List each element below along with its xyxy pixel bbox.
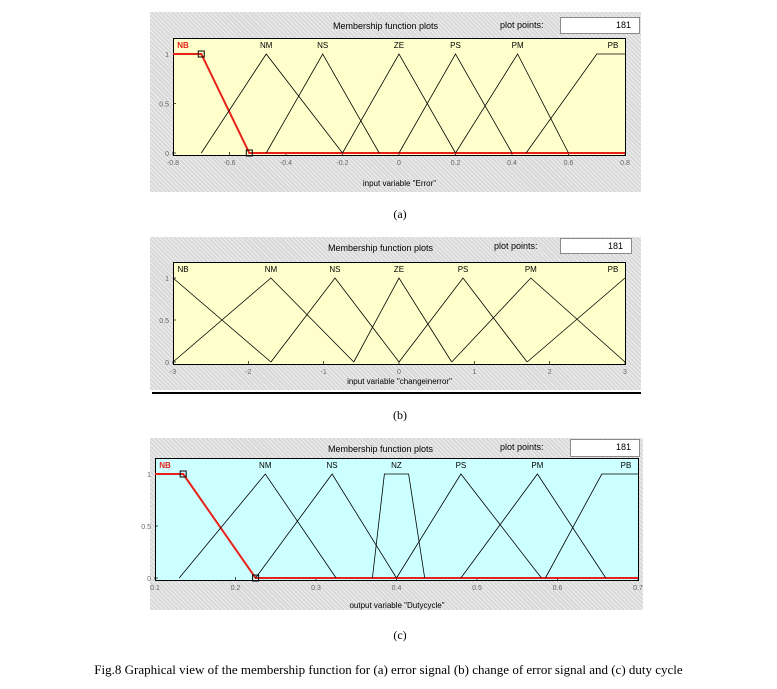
mf-curve-ze[interactable] xyxy=(342,53,456,154)
x-axis-label: input variable "Error" xyxy=(362,179,437,188)
mf-curve-nm[interactable] xyxy=(178,473,337,579)
mf-curve-ps[interactable] xyxy=(398,277,528,363)
mf-curve-ns[interactable] xyxy=(270,277,400,363)
plot-area[interactable] xyxy=(155,458,639,581)
mf-label: PS xyxy=(458,265,469,274)
mf-label: NM xyxy=(265,265,278,274)
y-tick-label: 0.5 xyxy=(159,318,169,325)
mf-label: PM xyxy=(525,265,537,274)
mf-label: PM xyxy=(531,461,543,470)
plot-points-input[interactable]: 181 xyxy=(560,238,632,254)
x-tick-label: 0.7 xyxy=(633,585,643,592)
panel-title: Membership function plots xyxy=(333,21,439,31)
mf-curve-pm[interactable] xyxy=(455,53,569,154)
mf-label: NZ xyxy=(391,461,402,470)
x-tick-label: -3 xyxy=(170,369,176,376)
plot-points-input[interactable]: 181 xyxy=(560,17,640,34)
x-tick-label: -0.2 xyxy=(336,160,348,167)
mf-label: PB xyxy=(608,265,619,274)
panel-title: Membership function plots xyxy=(328,444,434,454)
mf-label: NM xyxy=(259,461,272,470)
curve-handle[interactable] xyxy=(197,50,205,58)
curve-handle[interactable] xyxy=(252,574,260,582)
subfigure-caption-c: (c) xyxy=(393,628,407,642)
mf-label: PB xyxy=(608,41,619,50)
mf-curve-ze[interactable] xyxy=(353,277,453,363)
mf-label: ZE xyxy=(394,265,404,274)
x-tick-label: 0.1 xyxy=(150,585,160,592)
y-tick-label: 0.5 xyxy=(159,102,169,109)
y-tick-label: 1 xyxy=(147,472,151,479)
mf-label: NM xyxy=(260,41,273,50)
x-tick-label: -1 xyxy=(321,369,327,376)
mf-label: NB xyxy=(177,41,189,50)
mf-curve-nm[interactable] xyxy=(200,53,343,154)
mf-label: NS xyxy=(317,41,328,50)
x-tick-label: -2 xyxy=(245,369,251,376)
curve-handle[interactable] xyxy=(179,470,187,478)
mf-curve-nb[interactable] xyxy=(155,473,638,579)
subfigure-caption-a: (a) xyxy=(393,207,407,221)
mf-label: NB xyxy=(177,265,188,274)
mf-curve-nm[interactable] xyxy=(172,277,355,363)
y-tick-label: 1 xyxy=(165,276,169,283)
mf-label: NB xyxy=(159,461,171,470)
mf-curve-pm[interactable] xyxy=(460,473,607,579)
mf-label: NS xyxy=(327,461,338,470)
chart-svg: 0 0.5 1 0.1 0.2 0.3 0.4 0.5 0.6 0.7 NB NM NS NZ PS PM PB xyxy=(141,461,643,592)
y-tick-label: 0.5 xyxy=(141,524,151,531)
mf-label: PS xyxy=(456,461,467,470)
mf-curve-pb[interactable] xyxy=(526,277,626,363)
mf-label: PM xyxy=(512,41,524,50)
panel-divider xyxy=(152,392,641,394)
x-tick-label: 0 xyxy=(397,369,401,376)
mf-label: PB xyxy=(621,461,632,470)
mf-curve-pb[interactable] xyxy=(525,53,625,154)
x-tick-label: 1 xyxy=(472,369,476,376)
mf-curve-ns[interactable] xyxy=(255,473,397,579)
plot-points-label: plot points: xyxy=(494,241,538,251)
x-tick-label: 2 xyxy=(548,369,552,376)
mf-curve-nz[interactable] xyxy=(372,473,426,579)
mf-curve-ps[interactable] xyxy=(396,473,542,579)
mf-label: ZE xyxy=(394,41,404,50)
x-tick-label: 0.5 xyxy=(472,585,482,592)
x-tick-label: 0.8 xyxy=(620,160,630,167)
x-tick-label: -0.6 xyxy=(223,160,235,167)
plot-points-input[interactable]: 181 xyxy=(570,439,640,457)
x-tick-label: -0.4 xyxy=(280,160,292,167)
subfigure-caption-b: (b) xyxy=(393,408,407,422)
x-tick-label: 0.4 xyxy=(392,585,402,592)
x-tick-label: 0.2 xyxy=(451,160,461,167)
panel-title: Membership function plots xyxy=(328,243,434,253)
y-tick-label: 1 xyxy=(165,52,169,59)
plot-area[interactable] xyxy=(173,38,626,156)
x-axis-label: input variable "changeinerror" xyxy=(347,377,452,386)
x-tick-label: 3 xyxy=(623,369,627,376)
mf-label: PS xyxy=(450,41,461,50)
x-tick-label: 0.4 xyxy=(507,160,517,167)
x-tick-label: 0.6 xyxy=(564,160,574,167)
x-tick-label: 0 xyxy=(397,160,401,167)
x-axis-label: output variable "Dutycycle" xyxy=(349,601,445,610)
mf-curve-ps[interactable] xyxy=(398,53,513,154)
mf-curve-pb[interactable] xyxy=(545,473,638,579)
figure-caption: Fig.8 Graphical view of the membership f… xyxy=(94,662,683,677)
chart-svg: 0 0.5 1 -0.8 -0.6 -0.4 -0.2 0 0.2 0.4 0.6 0.8 NB NM NS… xyxy=(159,41,630,167)
x-tick-label: 0.6 xyxy=(553,585,563,592)
chart-svg: 0 0.5 1 -3 -2 -1 0 1 2 3 NB NM NS ZE PS PM PB xyxy=(159,265,627,376)
mf-label: NS xyxy=(329,265,340,274)
mf-curve-ns[interactable] xyxy=(265,53,380,154)
y-tick-label: 0 xyxy=(165,360,169,367)
plot-points-label: plot points: xyxy=(500,20,544,30)
plot-points-label: plot points: xyxy=(500,442,544,452)
x-tick-label: 0.2 xyxy=(231,585,241,592)
mf-curve-pm[interactable] xyxy=(451,277,626,363)
curve-handle[interactable] xyxy=(245,149,253,157)
x-tick-label: -0.8 xyxy=(167,160,179,167)
x-tick-label: 0.3 xyxy=(311,585,321,592)
y-tick-label: 0 xyxy=(165,151,169,158)
y-tick-label: 0 xyxy=(147,576,151,583)
mf-curve-nb[interactable] xyxy=(173,53,625,154)
